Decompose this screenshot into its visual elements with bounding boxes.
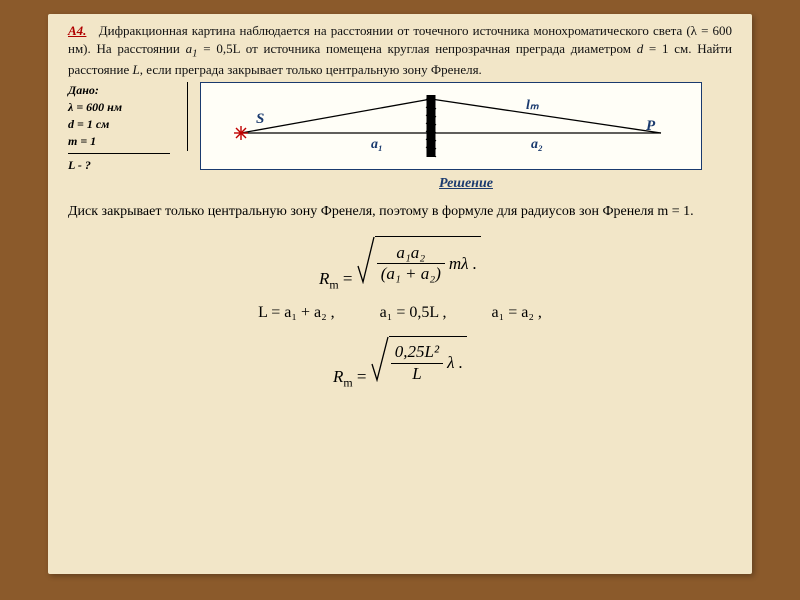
f3-R-sub: m bbox=[343, 376, 352, 390]
equals-sign-2: = bbox=[357, 367, 371, 386]
fresnel-diagram: S P a₁ a₂ lₘ bbox=[200, 82, 702, 170]
f3-tail: λ . bbox=[447, 353, 463, 373]
solution-label: Решение bbox=[200, 176, 732, 192]
problem-number: А4. bbox=[68, 23, 86, 38]
fraction-2: 0,25L² L bbox=[391, 342, 443, 384]
sqrt-icon-2: 0,25L² L λ . bbox=[371, 336, 467, 387]
f3-lhs: Rm bbox=[333, 367, 353, 386]
label-P: P bbox=[646, 118, 656, 134]
given-line-2: d = 1 см bbox=[68, 116, 177, 133]
given-block: Дано: λ = 600 нм d = 1 см m = 1 bbox=[68, 82, 188, 151]
equals-sign: = bbox=[343, 269, 357, 288]
given-heading: Дано: bbox=[68, 82, 177, 99]
given-line-3: m = 1 bbox=[68, 133, 177, 150]
f1-lhs: Rm bbox=[319, 269, 339, 288]
label-S: S bbox=[256, 111, 264, 127]
f2b: a₁ = 0,5L , bbox=[380, 304, 447, 322]
f3-den: L bbox=[391, 364, 443, 384]
given-line-1: λ = 600 нм bbox=[68, 99, 177, 116]
sqrt-body-2: 0,25L² L λ . bbox=[389, 336, 467, 387]
f1-tail: mλ . bbox=[449, 254, 477, 274]
given-and-diagram-row: Дано: λ = 600 нм d = 1 см m = 1 L - ? bbox=[68, 82, 732, 192]
f1-R: R bbox=[319, 269, 329, 288]
f1-R-sub: m bbox=[329, 277, 338, 291]
diagram-svg: S P a₁ a₂ lₘ bbox=[201, 83, 701, 169]
radical-sign-2 bbox=[371, 336, 389, 387]
ray-upper-right bbox=[431, 99, 661, 133]
f1-den: (a₁ + a₂) bbox=[377, 264, 445, 284]
f2a: L = a₁ + a₂ , bbox=[258, 304, 335, 322]
problem-var-L: L bbox=[133, 62, 140, 77]
sqrt-icon: a₁a₂ (a₁ + a₂) mλ . bbox=[357, 236, 481, 289]
fraction: a₁a₂ (a₁ + a₂) bbox=[377, 243, 445, 285]
f3-num: 0,25L² bbox=[391, 342, 443, 363]
problem-statement: А4. Дифракционная картина наблюдается на… bbox=[68, 22, 732, 78]
label-lm: lₘ bbox=[526, 98, 540, 113]
sqrt-body: a₁a₂ (a₁ + a₂) mλ . bbox=[375, 236, 481, 289]
solution-text: Диск закрывает только центральную зону Ф… bbox=[68, 202, 732, 222]
source-star-icon bbox=[234, 126, 248, 140]
f3-R: R bbox=[333, 367, 343, 386]
given-container: Дано: λ = 600 нм d = 1 см m = 1 L - ? bbox=[68, 82, 188, 173]
problem-text-2: = 0,5L от источника помещена круглая неп… bbox=[198, 41, 637, 56]
formula-row-2: L = a₁ + a₂ , a₁ = 0,5L , a₁ = a₂ , bbox=[68, 304, 732, 322]
label-a2: a₂ bbox=[531, 137, 543, 152]
ray-upper-left bbox=[241, 99, 431, 133]
page: А4. Дифракционная картина наблюдается на… bbox=[48, 14, 752, 574]
diagram-wrap: S P a₁ a₂ lₘ Решение bbox=[188, 82, 732, 192]
formula-1: Rm = a₁a₂ (a₁ + a₂) mλ . bbox=[68, 236, 732, 292]
formula-3: Rm = 0,25L² L λ . bbox=[68, 336, 732, 390]
given-ask: L - ? bbox=[68, 154, 188, 173]
f1-num: a₁a₂ bbox=[377, 243, 445, 264]
radical-sign bbox=[357, 236, 375, 289]
f2c: a₁ = a₂ , bbox=[492, 304, 542, 322]
label-a1: a₁ bbox=[371, 137, 383, 152]
problem-text-4: , если преграда закрывает только централ… bbox=[140, 62, 482, 77]
